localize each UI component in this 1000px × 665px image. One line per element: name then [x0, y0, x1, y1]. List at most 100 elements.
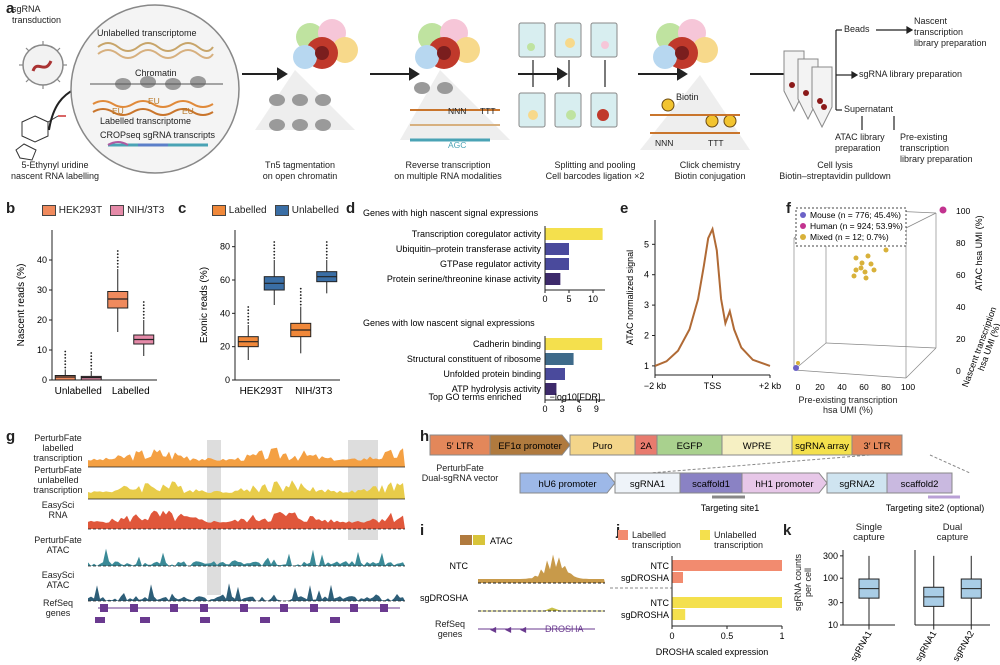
box-outlier — [142, 313, 145, 316]
box-outlier — [247, 318, 250, 321]
point-mixed — [859, 260, 865, 266]
category-label: Cadherin binding — [473, 339, 541, 349]
box-outlier — [64, 357, 67, 359]
category-label: GTPase regulator activity — [440, 259, 542, 269]
step-split-caption: Splitting and pooling Cell barcodes liga… — [545, 160, 645, 181]
box-outlier — [116, 253, 119, 256]
chart-i-tracks: ATAC NTC sgDROSHA RefSeq genes ◀ ◀ ◀ DROSHA — [420, 535, 605, 639]
panel-label-f: f — [786, 200, 791, 217]
box-outlier — [64, 363, 67, 366]
x-tick-label: 10 — [588, 294, 598, 304]
y-tick-label: 0 — [225, 375, 230, 385]
step-click-caption: Click chemistry Biotin conjugation — [674, 160, 746, 181]
sgrna-transduction-label: sgRNA transduction — [12, 4, 62, 25]
point-mixed — [868, 261, 874, 267]
tn5-chromatin-zoom — [255, 70, 355, 131]
bar — [545, 353, 574, 365]
box-outlier — [273, 241, 276, 243]
box-outlier — [64, 360, 67, 362]
refseq-exon — [330, 617, 340, 623]
box-outlier — [273, 257, 276, 259]
labelled-transcriptome-label: Labelled transcriptome — [100, 116, 192, 126]
point-mixed — [796, 361, 800, 365]
chart-j-bars: Labelled transcription Unlabelled transcrip… — [610, 530, 785, 657]
cell-cluster-2 — [415, 19, 480, 69]
refseq-exon — [260, 617, 270, 623]
target2-label: Targeting site2 (optional) — [886, 503, 985, 513]
x-tick-label: 40 — [837, 382, 847, 392]
legend-label: Mouse (n = 776; 45.4%) — [810, 210, 901, 220]
coverage-track — [88, 510, 405, 529]
box-outlier — [299, 297, 302, 300]
box-outlier — [90, 361, 93, 364]
box-outlier — [142, 304, 145, 307]
x-tick-label: 20 — [815, 382, 825, 392]
cell-cluster-3 — [653, 19, 718, 69]
x-tick-label: sgRNA1 — [913, 629, 938, 663]
box-outlier — [142, 307, 145, 310]
vector-segment-label: scaffold1 — [692, 479, 730, 490]
box-outlier — [90, 368, 93, 370]
point-mixed — [858, 265, 864, 271]
point-mixed — [851, 273, 857, 279]
box — [80, 375, 102, 381]
legend-swatch — [618, 530, 628, 540]
vector-segment-label: WPRE — [743, 441, 772, 452]
point-mixed — [863, 275, 869, 281]
box-outlier — [325, 250, 328, 253]
x-tick-label: HEK293T — [240, 386, 283, 397]
legend-label: ATAC — [490, 536, 513, 546]
cropseq-label: CROPseq sgRNA transcripts — [100, 130, 216, 140]
y-tick-label: 100 — [823, 573, 838, 583]
refseq-exon — [170, 604, 178, 612]
y-axis-label: ATAC hsa UMI (%) — [974, 215, 984, 290]
y-tick-label: 30 — [37, 285, 47, 295]
eu-molecule-icon — [15, 115, 66, 161]
step-lysis-caption: Cell lysis Biotin–streptavidin pulldown — [779, 160, 891, 181]
cube-edge — [825, 342, 937, 349]
unlabelled-transcriptome-label: Unlabelled transcriptome — [97, 28, 197, 38]
coverage-track — [478, 554, 605, 583]
x-tick-label: 60 — [859, 382, 869, 392]
box-outlier — [299, 294, 302, 296]
gene-name: DROSHA — [545, 624, 584, 634]
legend-swatch — [800, 223, 806, 229]
point-mixed — [853, 255, 859, 261]
c-legend-lab: Labelled — [228, 205, 267, 217]
eu-label-3: EU — [182, 106, 194, 116]
vector-segment — [886, 472, 953, 494]
track-label: PerturbFate ATAC — [34, 535, 82, 555]
x-tick-label: Labelled — [112, 386, 150, 397]
category-label: sgDROSHA — [621, 573, 669, 583]
box-outlier — [299, 300, 302, 303]
chart-e-line: 1 2 3 4 5 −2 kb TSS +2 kb ATAC normalized signal — [625, 220, 781, 391]
box-outlier — [247, 306, 250, 308]
bar — [545, 338, 603, 350]
process-arrows — [242, 67, 796, 81]
group-title: Single capture — [853, 522, 885, 543]
y-tick-label: 10 — [828, 620, 838, 630]
point-mixed — [853, 267, 859, 273]
box-outlier — [273, 250, 276, 253]
box-outlier — [64, 350, 67, 353]
series-line — [654, 225, 771, 367]
cube-edge — [905, 212, 937, 229]
eu-labelling-caption: 5-Ethynyl uridine nascent RNA labelling — [10, 160, 100, 181]
b-legend: HEK293T NIH/3T3 — [42, 205, 164, 217]
x-axis-label: −log10[FDR] — [550, 392, 601, 402]
plate-wells — [518, 22, 618, 128]
refseq-exon — [100, 604, 108, 612]
x-tick-label: 0 — [542, 294, 547, 304]
bar — [672, 597, 782, 608]
zoom-line — [929, 454, 971, 474]
bar — [545, 273, 561, 285]
c-legend: Labelled Unlabelled — [212, 205, 339, 217]
beads-label: Beads — [844, 24, 870, 34]
box-outlier — [90, 364, 93, 367]
coverage-track — [88, 480, 405, 499]
y-axis-label: ATAC normalized signal — [625, 250, 635, 345]
x-tick-label: Unlabelled — [55, 386, 102, 397]
vector-segment — [851, 434, 903, 456]
vector-segment-label: hH1 promoter — [755, 479, 813, 490]
rt-ttt-label: TTT — [480, 106, 496, 116]
